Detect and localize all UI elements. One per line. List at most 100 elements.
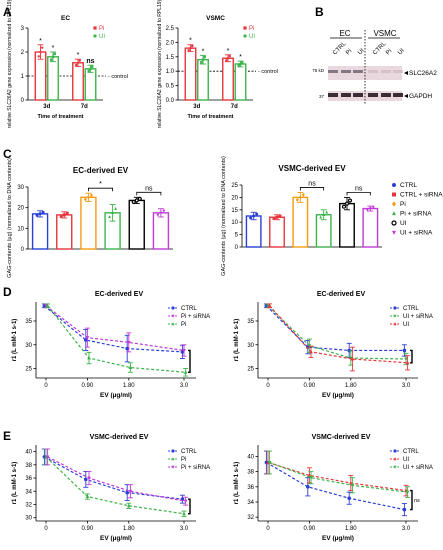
legend-marker [392,201,396,207]
significance: * [39,38,42,45]
data-point [241,61,244,64]
control-label: - control [108,74,128,80]
data-point [59,214,63,218]
data-point [191,44,194,48]
y-tick-label: 10 [231,220,238,226]
y-tick-label: 0.5 [166,84,175,90]
legend-label: CTRL [403,449,419,455]
arrow-icon [404,94,408,98]
bar-Pi-7d [72,62,84,101]
y-tick-label: 25 [231,183,238,189]
data-point [350,356,355,361]
series-line-Pi + siRNA [47,456,186,502]
band-gapdh [341,93,351,97]
x-tick-label: 7d [81,104,88,110]
panel-letter: D [3,285,12,299]
data-point [344,201,350,206]
data-point [200,61,203,64]
legend-marker [393,306,397,310]
bar-UI-7d [84,68,97,101]
data-point [278,214,282,218]
y-tick-label: 30 [25,516,32,522]
marker-label: 75 kD [312,68,325,73]
panel-E1: E VSMC-derived EV r1 (L mM-1 s-1) EV (µg/ml… [3,429,210,542]
data-point [128,489,133,494]
y-tick-label: 30 [17,185,24,191]
series-line-CTRL [44,305,183,353]
data-point [267,303,272,308]
legend-marker [243,34,247,38]
lane-label: UI [357,48,366,57]
data-point [91,65,94,68]
x-tick-label: 3.0 [402,383,411,389]
data-point [350,483,355,488]
band-gapdh [393,93,403,97]
data-point [127,503,131,508]
data-point [237,64,240,67]
sig-bracket [188,349,191,373]
data-point [272,216,276,220]
data-point [108,215,112,219]
panel-title: VSMC-derived EV [90,434,149,441]
x-tick-label: 1.80 [345,526,357,532]
data-point [131,199,136,205]
lane-label: CTRL [332,41,348,57]
data-point [37,55,40,58]
legend-label: UI [99,34,105,40]
data-point [189,46,192,50]
sig-bracket [88,187,113,192]
panel-C1: C EC-derived EV GAG-contents (µg) (normali… [3,147,173,278]
x-axis-label: EV (µg/ml) [322,392,354,399]
y-tick-label: 2.0 [166,40,175,46]
data-point [295,197,299,202]
data-point [62,213,66,217]
x-tick-label: 7d [231,104,238,110]
sig-bracket [299,187,325,191]
x-tick-label: 0 [44,526,48,532]
bar-Pi-7d [222,57,234,101]
protein-label: SLC26A2 [409,70,437,77]
band-slc26a2 [393,70,403,73]
series-line-UI [267,461,407,492]
legend-label: UI [403,457,409,463]
legend-label: CTRL [400,182,417,189]
band-slc26a2 [353,70,363,73]
data-point [187,49,190,52]
data-point [226,57,230,60]
data-point [405,360,410,365]
data-point [309,349,313,354]
legend-marker [393,322,397,326]
x-tick-label: 1.80 [123,526,135,532]
legend-marker [393,314,397,318]
significance: * [189,38,192,45]
data-point [86,195,90,200]
y-axis-label: r1 (L mM-1 s-1) [234,462,240,505]
data-point [347,496,352,501]
series-line-Pi [47,305,186,373]
panel-letter: B [315,5,324,19]
y-tick-label: 36 [247,485,254,491]
lane-label: Pi [385,48,393,56]
lane-label: UI [397,48,406,57]
data-point [368,207,372,211]
data-point [87,69,90,73]
bar-UI-7d [234,63,247,101]
data-point [347,198,353,203]
data-point [78,59,81,62]
control-label: - control [258,69,278,75]
data-point [325,210,329,214]
marker-label: 37 [319,94,325,99]
y-tick-label: 2.5 [166,26,175,32]
legend-label: UI + siRNA [403,465,433,471]
data-point [203,55,206,59]
data-point [75,63,78,67]
bar-CTRL + siRNA [269,216,285,248]
y-tick-label: 30 [25,343,32,349]
band-gapdh [368,93,378,97]
protein-label: GAPDH [409,93,432,100]
y-tick-label: 40 [247,454,254,460]
data-point [183,370,188,374]
y-tick-label: 0.0 [166,98,175,104]
significance: * [227,48,230,55]
